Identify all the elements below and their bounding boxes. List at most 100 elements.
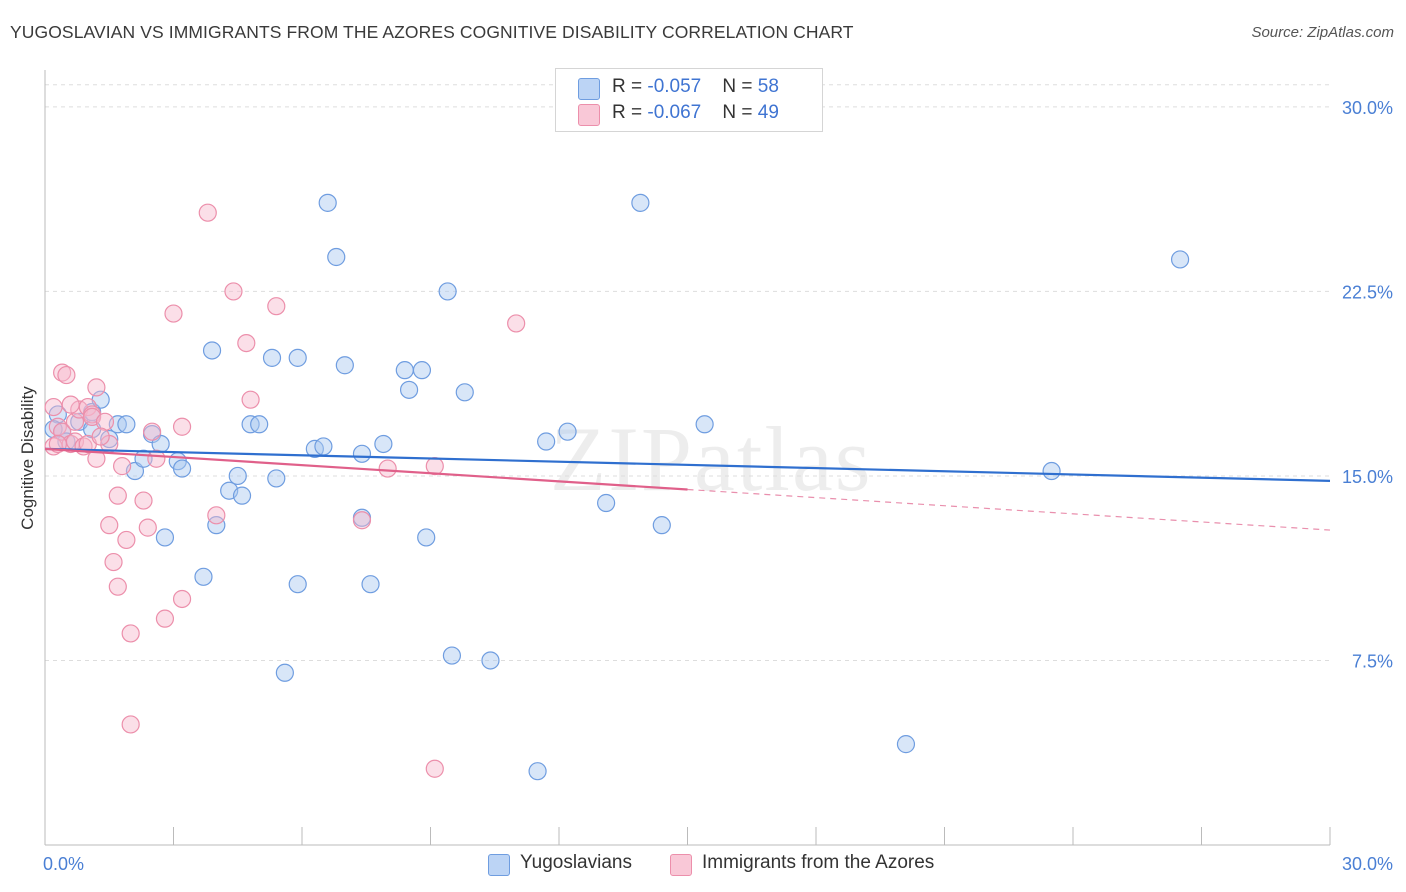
legend-swatch-blue	[488, 854, 510, 876]
yugoslavian-point	[558, 422, 577, 441]
azores-point	[172, 589, 192, 609]
azores-point	[224, 282, 243, 301]
azores-point	[108, 486, 127, 505]
azores-point	[172, 417, 192, 436]
trend-lines	[44, 447, 1331, 531]
yugoslavian-point	[597, 493, 616, 513]
legend-n-label: N =	[722, 102, 758, 123]
yugoslavian-point	[528, 762, 547, 781]
yugoslavian-point	[695, 415, 714, 434]
azores-point	[91, 427, 110, 446]
yugoslavian-point	[117, 415, 136, 434]
yugoslavian-point	[1170, 250, 1190, 269]
trend-line-azores	[44, 447, 688, 491]
y-tick-label: 30.0%	[1342, 98, 1393, 118]
legend-swatch-pink	[578, 104, 600, 126]
yugoslavian-point	[417, 528, 436, 547]
azores-point	[44, 397, 63, 417]
azores-point	[164, 304, 183, 323]
azores-point	[237, 333, 256, 353]
yugoslavian-point	[288, 575, 307, 594]
azores-point	[147, 449, 166, 468]
azores-point	[155, 609, 175, 628]
yugoslavian-point	[194, 567, 213, 586]
yugoslavian-point	[896, 735, 916, 754]
legend-n-value: 58	[757, 76, 779, 97]
correlation-legend: R = -0.057 N = 58 R = -0.067 N = 49	[555, 68, 823, 132]
series-legend: Yugoslavians Immigrants from the Azores	[0, 852, 1406, 878]
trend-line-yugoslavian	[44, 447, 1331, 482]
azores-point	[267, 297, 286, 316]
azores-point	[507, 314, 526, 333]
azores-point	[104, 552, 123, 572]
y-tick-label: 15.0%	[1342, 467, 1393, 487]
yugoslavian-point	[262, 348, 282, 367]
azores-point	[378, 459, 397, 478]
azores-point	[108, 577, 127, 596]
azores-point	[112, 457, 132, 476]
azores-point	[207, 506, 226, 525]
azores-point	[87, 378, 106, 397]
azores-point	[352, 511, 372, 530]
yugoslavian-point	[232, 486, 252, 505]
yugoslavian-point	[314, 437, 333, 456]
legend-swatch-blue	[578, 78, 600, 100]
yugoslavian-point	[537, 432, 556, 451]
azores-point	[121, 624, 140, 643]
data-points	[44, 193, 1190, 781]
legend-swatch-pink	[670, 854, 692, 876]
legend-n-value: 49	[757, 102, 779, 123]
yugoslavian-point	[361, 575, 380, 594]
watermark: ZIPatlas	[550, 408, 873, 510]
y-axis-label: Cognitive Disability	[18, 386, 37, 530]
azores-point	[134, 491, 153, 510]
azores-point	[95, 412, 115, 431]
source-label: Source: ZipAtlas.com	[1251, 24, 1394, 41]
yugoslavian-point	[250, 415, 269, 434]
yugoslavian-point	[207, 516, 226, 535]
azores-point	[138, 518, 157, 537]
yugoslavian-point	[395, 361, 414, 380]
legend-r-value: -0.057	[647, 76, 702, 97]
yugoslavian-point	[652, 516, 671, 535]
azores-point	[425, 759, 444, 778]
legend-r-label: R =	[612, 102, 648, 123]
yugoslavian-point	[412, 361, 432, 380]
legend-label: Immigrants from the Azores	[702, 852, 935, 873]
yugoslavian-point	[374, 434, 393, 454]
x-tick-label: 0.0%	[43, 854, 84, 874]
yugoslavian-point	[228, 466, 247, 486]
yugoslavian-point	[267, 469, 286, 488]
yugoslavian-point	[318, 193, 337, 212]
yugoslavian-point	[327, 247, 346, 267]
legend-r-label: R =	[612, 76, 648, 97]
yugoslavian-point	[172, 459, 192, 478]
yugoslavian-point	[288, 348, 307, 367]
yugoslavian-point	[335, 356, 354, 375]
yugoslavian-point	[399, 380, 419, 399]
azores-point	[100, 516, 119, 535]
azores-point	[121, 715, 140, 734]
x-tick-label: 30.0%	[1342, 854, 1393, 874]
yugoslavian-point	[275, 663, 294, 682]
chart-title: YUGOSLAVIAN VS IMMIGRANTS FROM THE AZORE…	[10, 22, 854, 42]
azores-point	[198, 203, 217, 222]
azores-point	[241, 390, 260, 409]
yugoslavian-point	[202, 341, 222, 360]
axes: 0.0% 30.0%	[43, 70, 1393, 874]
legend-r-value: -0.067	[647, 102, 702, 123]
azores-point	[142, 422, 162, 441]
yugoslavian-point	[455, 383, 474, 402]
legend-n-label: N =	[722, 76, 758, 97]
yugoslavian-point	[1042, 461, 1061, 481]
yugoslavian-point	[442, 646, 462, 665]
y-tick-label: 22.5%	[1342, 282, 1393, 302]
yugoslavian-point	[631, 193, 650, 212]
yugoslavian-point	[352, 444, 372, 463]
grid-lines: 7.5% 15.0% 22.5% 30.0%	[45, 84, 1393, 671]
azores-point	[61, 395, 80, 414]
azores-point	[117, 530, 136, 550]
yugoslavian-point	[438, 282, 457, 301]
azores-point	[57, 365, 76, 385]
